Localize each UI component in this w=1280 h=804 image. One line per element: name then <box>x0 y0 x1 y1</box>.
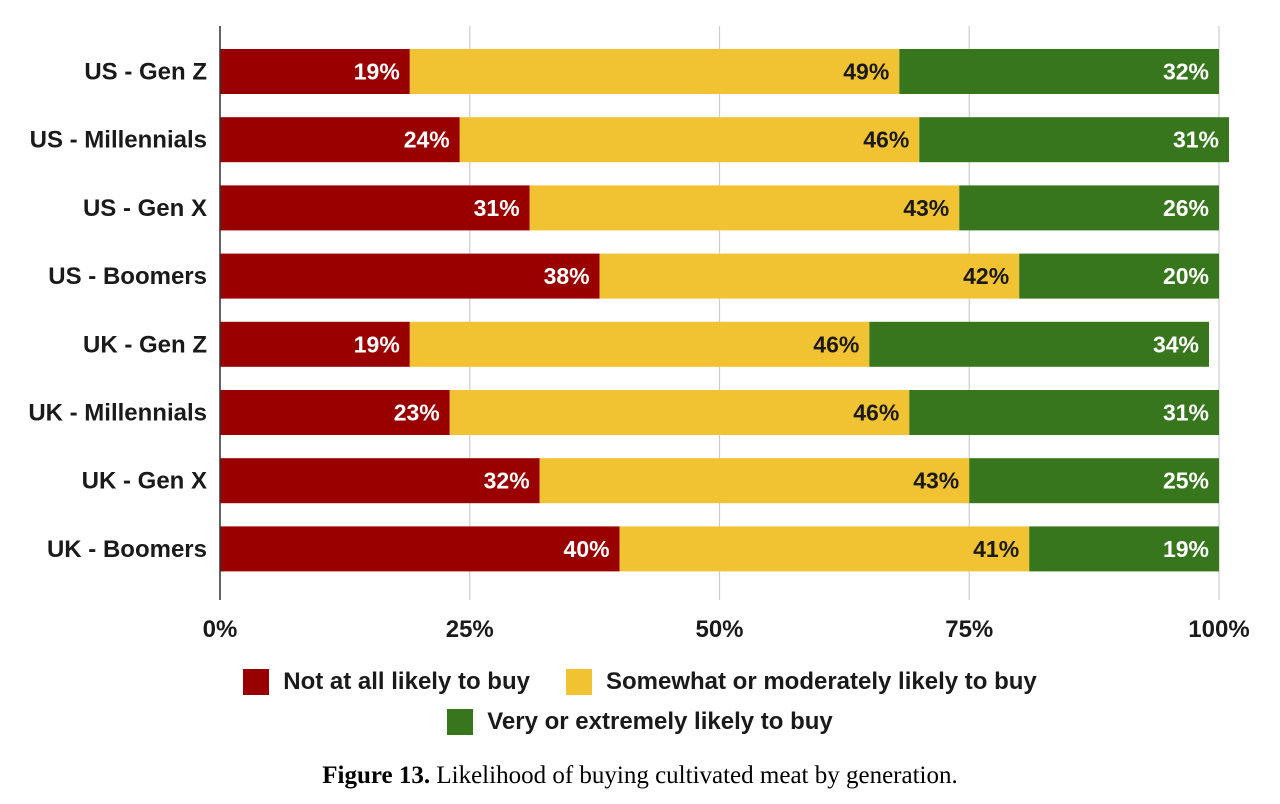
category-label-5: UK - Millennials <box>28 400 207 427</box>
bar-segment-2-1 <box>529 185 960 231</box>
data-label-0-0: 19% <box>354 59 400 85</box>
bar-segment-7-0 <box>220 526 620 572</box>
bar-segment-7-1 <box>619 526 1030 572</box>
bar-segment-1-2 <box>919 117 1229 163</box>
bar-segment-0-1 <box>409 49 900 94</box>
chart-legend: Not at all likely to buy Somewhat or mod… <box>0 662 1280 742</box>
x-tick-label-0: 0% <box>203 616 238 643</box>
data-label-3-1: 42% <box>963 263 1009 289</box>
data-label-1-2: 31% <box>1173 127 1219 153</box>
legend-label-somewhat-likely: Somewhat or moderately likely to buy <box>605 668 1037 695</box>
bar-segment-4-0 <box>220 321 410 367</box>
x-tick-label-1: 25% <box>446 616 494 643</box>
category-label-7: UK - Boomers <box>47 536 207 563</box>
data-label-5-2: 31% <box>1163 400 1209 426</box>
data-label-7-0: 40% <box>564 536 610 562</box>
data-label-6-0: 32% <box>484 468 530 494</box>
data-label-4-0: 19% <box>354 331 400 357</box>
bar-segment-0-0 <box>220 49 410 94</box>
bar-segment-3-2 <box>1019 253 1219 299</box>
legend-swatch-somewhat-likely <box>565 669 592 695</box>
figure-caption-label: Figure 13. <box>322 762 431 789</box>
data-label-5-1: 46% <box>853 400 899 426</box>
data-label-5-0: 23% <box>394 400 440 426</box>
legend-swatch-very-likely <box>447 709 474 735</box>
legend-label-very-likely: Very or extremely likely to buy <box>487 708 833 735</box>
bar-segment-2-2 <box>959 185 1219 231</box>
data-label-1-0: 24% <box>404 127 450 153</box>
x-tick-label-4: 100% <box>1188 616 1249 643</box>
bar-segment-4-1 <box>409 321 870 367</box>
bar-segment-3-0 <box>220 253 600 299</box>
bar-segment-5-2 <box>909 390 1219 435</box>
data-label-0-1: 49% <box>843 59 889 85</box>
stacked-bar-chart: 0% 25% 50% 75% 100% US - Gen Z 19% 49% 32% US - M… <box>28 26 1250 643</box>
bar-segment-1-1 <box>459 117 920 163</box>
data-label-3-2: 20% <box>1163 263 1209 289</box>
data-label-0-2: 32% <box>1163 59 1209 85</box>
category-label-6: UK - Gen X <box>82 468 207 495</box>
category-label-2: US - Gen X <box>83 195 207 222</box>
bar-segment-5-0 <box>220 390 450 435</box>
data-label-4-2: 34% <box>1153 331 1199 357</box>
bar-segment-4-2 <box>869 321 1210 367</box>
bar-segment-6-2 <box>969 458 1219 504</box>
legend-item-somewhat-likely: Somewhat or moderately likely to buy <box>565 668 1037 696</box>
data-label-6-2: 25% <box>1163 468 1209 494</box>
figure-caption: Figure 13. Likelihood of buying cultivat… <box>0 762 1280 790</box>
bar-segment-6-0 <box>220 458 540 504</box>
category-label-3: US - Boomers <box>48 263 207 290</box>
bar-segment-2-0 <box>220 185 530 231</box>
data-label-4-1: 46% <box>813 331 859 357</box>
category-label-4: UK - Gen Z <box>83 331 207 358</box>
bar-segment-7-2 <box>1029 526 1219 572</box>
legend-label-not-likely: Not at all likely to buy <box>283 668 530 695</box>
figure-caption-text: Likelihood of buying cultivated meat by … <box>430 762 958 789</box>
data-label-1-1: 46% <box>863 127 909 153</box>
data-label-2-0: 31% <box>474 195 520 221</box>
data-label-7-1: 41% <box>973 536 1019 562</box>
x-tick-label-2: 50% <box>695 616 743 643</box>
legend-item-not-likely: Not at all likely to buy <box>243 668 530 696</box>
legend-swatch-not-likely <box>243 669 270 695</box>
bar-segment-5-1 <box>449 390 910 435</box>
bar-segment-6-1 <box>539 458 970 504</box>
data-label-3-0: 38% <box>544 263 590 289</box>
bar-segment-1-0 <box>220 117 460 163</box>
bar-segment-0-2 <box>899 49 1219 94</box>
data-label-2-2: 26% <box>1163 195 1209 221</box>
data-label-6-1: 43% <box>913 468 959 494</box>
legend-item-very-likely: Very or extremely likely to buy <box>447 708 833 736</box>
x-tick-label-3: 75% <box>945 616 993 643</box>
category-label-1: US - Millennials <box>30 127 207 154</box>
data-label-2-1: 43% <box>903 195 949 221</box>
bar-segment-3-1 <box>599 253 1020 299</box>
category-label-0: US - Gen Z <box>84 59 207 86</box>
data-label-7-2: 19% <box>1163 536 1209 562</box>
